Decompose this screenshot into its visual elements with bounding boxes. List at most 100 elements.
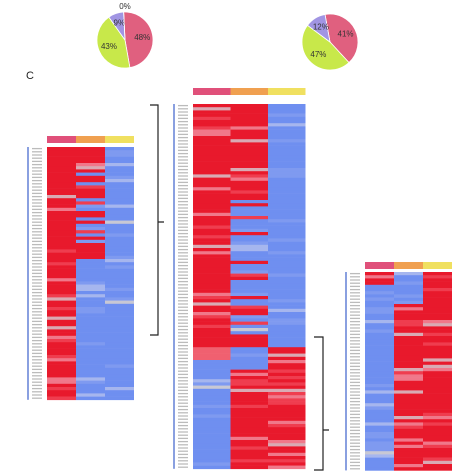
heatmap-cell: [105, 249, 134, 253]
heatmap-header: [47, 136, 76, 143]
heatmap-cell: [365, 454, 394, 458]
heatmap-cell: [394, 288, 423, 292]
heatmap-cell: [268, 257, 306, 262]
heatmap-cell: [105, 268, 134, 273]
heatmap-cell: [230, 385, 268, 390]
heatmap-cell: [47, 380, 76, 385]
heatmap-cell: [76, 374, 105, 378]
heatmap-cell: [394, 416, 423, 420]
heatmap-cell: [365, 416, 394, 420]
heatmap-cell: [193, 171, 231, 175]
row-label: [32, 311, 42, 313]
heatmap-cell: [365, 275, 394, 279]
row-label: [32, 381, 42, 383]
row-label: [350, 368, 360, 371]
row-label: [178, 284, 188, 286]
heatmap-cell: [47, 236, 76, 241]
row-label: [178, 293, 188, 296]
row-label: [32, 368, 42, 371]
heatmap-cell: [193, 427, 231, 431]
row-label: [350, 391, 360, 393]
row-label: [178, 376, 188, 379]
heatmap-cell: [105, 275, 134, 279]
row-label: [32, 256, 42, 259]
row-label: [178, 316, 188, 318]
heatmap-cell: [47, 297, 76, 301]
row-label: [178, 431, 188, 433]
row-label: [350, 407, 360, 409]
heatmap-cell: [193, 116, 231, 121]
row-label: [178, 319, 188, 321]
heatmap-cell: [268, 177, 306, 182]
heatmap-cell: [423, 400, 452, 404]
heatmap-cell: [105, 201, 134, 205]
heatmap-cell: [193, 158, 231, 162]
row-label: [350, 448, 360, 451]
row-label: [350, 375, 360, 377]
heatmap-cell: [193, 350, 231, 354]
heatmap-cell: [193, 209, 231, 214]
heatmap-cell: [268, 123, 306, 127]
heatmap-cell: [230, 340, 268, 345]
heatmap-cell: [193, 168, 231, 172]
row-label: [350, 400, 360, 403]
heatmap-cell: [76, 169, 105, 173]
heatmap-cell: [47, 383, 76, 388]
heatmap-cell: [193, 164, 231, 169]
heatmap-cell: [268, 372, 306, 377]
heatmap-cell: [394, 297, 423, 302]
row-label: [178, 236, 188, 238]
heatmap-cell: [193, 238, 231, 242]
heatmap-cell: [365, 358, 394, 362]
heatmap-cell: [47, 156, 76, 161]
pie-label: 47%: [310, 50, 326, 59]
heatmap-cell: [193, 392, 231, 396]
row-label: [178, 207, 188, 209]
heatmap-cell: [193, 232, 231, 236]
heatmap-cell: [76, 297, 105, 301]
row-label: [350, 292, 360, 294]
heatmap-cell: [423, 336, 452, 340]
heatmap-cell: [268, 340, 306, 345]
row-label: [178, 405, 188, 408]
heatmap-cell: [47, 179, 76, 183]
row-label: [32, 384, 42, 387]
row-label: [350, 372, 360, 374]
row-label: [350, 397, 360, 400]
heatmap-cell: [193, 459, 231, 463]
heatmap-header: [365, 262, 394, 269]
heatmap-cell: [230, 286, 268, 290]
heatmap-cell: [193, 353, 231, 358]
heatmap-cell: [423, 313, 452, 318]
row-label: [350, 330, 360, 332]
heatmap-cell: [365, 284, 394, 289]
heatmap-cell: [365, 355, 394, 359]
row-label: [350, 276, 360, 278]
heatmap-cell: [230, 251, 268, 255]
heatmap-cell: [230, 161, 268, 166]
row-label: [178, 300, 188, 302]
heatmap-cell: [47, 303, 76, 308]
heatmap-cell: [268, 251, 306, 255]
row-label: [350, 464, 360, 467]
row-label: [178, 130, 188, 132]
row-label: [178, 357, 188, 360]
row-label: [178, 396, 188, 398]
heatmap-cell: [193, 190, 231, 194]
row-label: [178, 200, 188, 203]
heatmap-cell: [47, 175, 76, 180]
heatmap-cell: [193, 225, 231, 230]
heatmap-cell: [47, 367, 76, 372]
row-label: [178, 239, 188, 241]
heatmap-cell: [394, 307, 423, 311]
heatmap-cell: [230, 152, 268, 156]
row-label: [32, 282, 42, 284]
heatmap-cell: [394, 364, 423, 369]
heatmap-cell: [76, 172, 105, 177]
row-label: [178, 440, 188, 443]
heatmap-cell: [230, 235, 268, 239]
heatmap-cell: [423, 425, 452, 430]
heatmap-cell: [365, 288, 394, 292]
row-label: [350, 429, 360, 432]
heatmap-cell: [76, 275, 105, 279]
